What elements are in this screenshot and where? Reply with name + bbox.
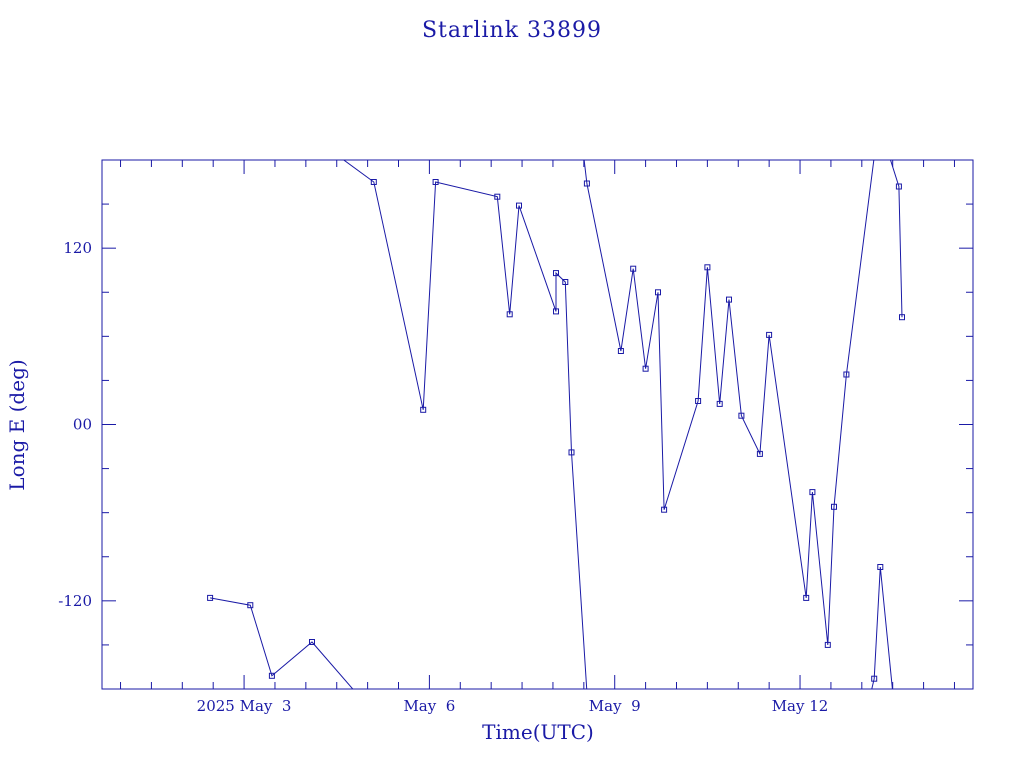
tick-marks — [102, 160, 973, 689]
data-point — [562, 279, 569, 285]
series-lines — [210, 160, 903, 689]
chart-title: Starlink 33899 — [422, 18, 602, 43]
data-point — [583, 180, 590, 187]
data-point — [516, 202, 522, 209]
y-tick-label: 120 — [63, 239, 92, 257]
y-axis-label: Long E (deg) — [5, 359, 29, 490]
data-point — [617, 348, 624, 354]
data-point — [420, 406, 427, 413]
data-point — [268, 672, 275, 679]
data-markers — [207, 179, 905, 682]
series-line-5 — [889, 160, 903, 318]
data-point — [695, 398, 702, 404]
data-point — [877, 564, 884, 570]
data-point — [568, 449, 575, 456]
x-axis-label: Time(UTC) — [482, 720, 594, 744]
data-point — [726, 296, 732, 303]
data-point — [831, 503, 837, 510]
data-point — [824, 641, 831, 648]
data-point — [207, 594, 214, 601]
series-line-1 — [210, 597, 354, 689]
plot-frame — [101, 159, 974, 690]
series-line-2 — [342, 160, 588, 689]
data-point — [895, 183, 902, 190]
data-point — [809, 489, 816, 496]
data-point — [553, 308, 559, 315]
data-point — [899, 314, 905, 321]
y-tick-label: -120 — [58, 592, 92, 610]
data-point — [247, 602, 254, 609]
data-point — [309, 639, 315, 645]
data-point — [843, 371, 850, 378]
data-point — [704, 264, 711, 271]
data-point — [506, 311, 513, 318]
series-line-3 — [583, 160, 875, 645]
data-point — [432, 179, 439, 185]
data-point — [655, 289, 661, 296]
data-point — [494, 193, 501, 200]
x-tick-label: May 12 — [772, 697, 829, 715]
data-point — [756, 450, 763, 457]
y-tick-label: 00 — [73, 416, 92, 434]
data-point — [738, 412, 745, 419]
data-point — [803, 594, 810, 601]
data-point — [642, 365, 649, 372]
tick-labels: 2025 May 3 May 6 May 9 May 12 -120 00 120 — [58, 239, 828, 715]
series-line-4 — [871, 566, 893, 689]
x-tick-label: 2025 May 3 — [197, 697, 292, 715]
data-point — [871, 675, 878, 682]
data-point — [630, 265, 637, 272]
data-point — [370, 179, 377, 185]
x-tick-label: May 9 — [589, 697, 641, 715]
data-point — [553, 270, 559, 277]
data-point — [766, 331, 773, 338]
data-point — [661, 506, 668, 513]
x-tick-label: May 6 — [403, 697, 455, 715]
data-point — [716, 400, 723, 407]
